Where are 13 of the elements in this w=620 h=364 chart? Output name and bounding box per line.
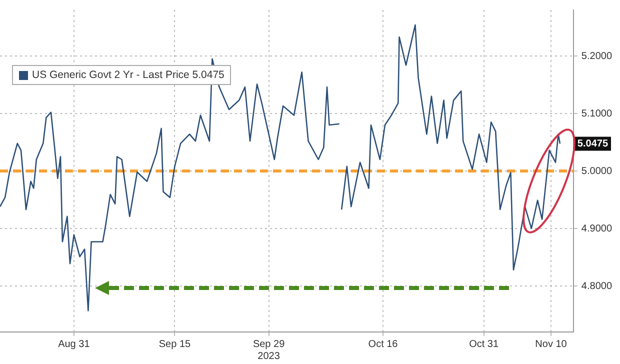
x-tick-label: Sep 29 2023	[252, 338, 286, 362]
x-tick-label: Sep 15	[158, 338, 191, 350]
y-tick-label: 5.0000	[581, 166, 612, 177]
x-tick-label: Nov 10	[535, 338, 568, 350]
legend-label: US Generic Govt 2 Yr - Last Price 5.0475	[32, 69, 224, 81]
x-tick-label: Aug 31	[58, 338, 90, 350]
x-tick-label: Oct 31	[469, 338, 499, 350]
y-tick-label: 5.2000	[581, 50, 612, 62]
annotation: 5.0475	[577, 138, 608, 150]
y-tick-label: 4.9000	[581, 223, 612, 234]
y-tick-label: 5.1000	[581, 108, 612, 120]
x-tick-label: Oct 16	[368, 338, 398, 350]
y-tick-label: 4.8000	[581, 280, 612, 292]
